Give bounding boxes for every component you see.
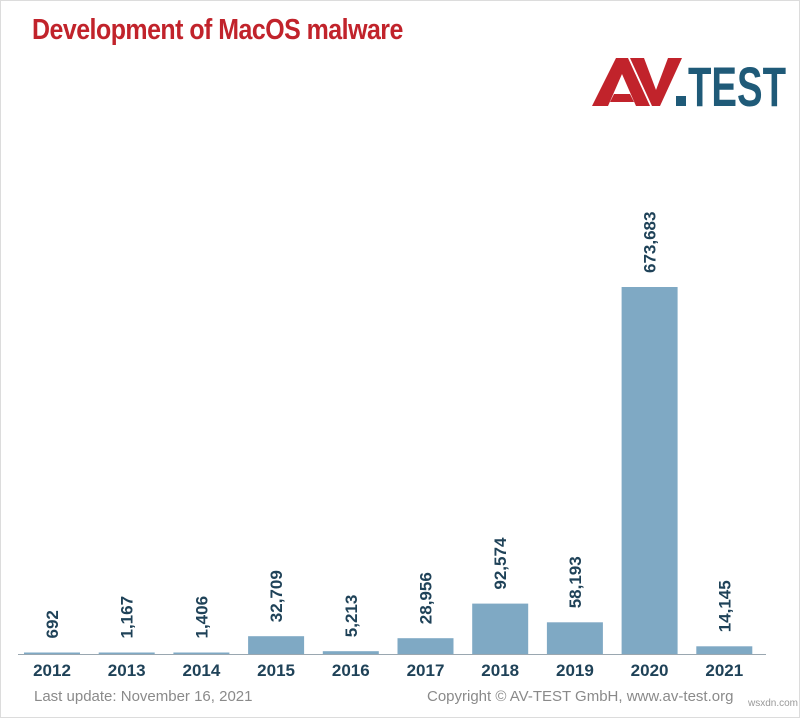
av-test-logo-mark: TEST <box>592 56 786 108</box>
value-label-2014: 1,406 <box>192 596 211 639</box>
bars-layer <box>24 287 753 654</box>
bar-2015 <box>248 636 305 654</box>
x-tick-labels-layer: 2012 2013 2014 2015 2016 2017 2018 2019 2020 2021 <box>33 661 743 680</box>
x-tick-label-2014: 2014 <box>182 661 220 680</box>
svg-text:TEST: TEST <box>688 56 786 108</box>
value-label-2016: 5,213 <box>342 595 361 638</box>
value-labels-layer: 692 1,167 1,406 32,709 5,213 28,956 92,574 58,1… <box>43 212 734 639</box>
x-tick-label-2018: 2018 <box>481 661 519 680</box>
x-tick-label-2020: 2020 <box>631 661 669 680</box>
bar-2012 <box>24 652 80 654</box>
av-test-logo: TEST <box>592 56 786 108</box>
bar-2013 <box>98 652 155 654</box>
value-label-2020: 673,683 <box>641 212 660 273</box>
value-label-2017: 28,956 <box>417 572 436 624</box>
copyright-text: Copyright © AV-TEST GmbH, www.av-test.or… <box>427 688 734 705</box>
x-tick-label-2019: 2019 <box>556 661 594 680</box>
x-tick-label-2017: 2017 <box>407 661 445 680</box>
bar-2021 <box>696 646 753 654</box>
value-label-2018: 92,574 <box>491 537 510 590</box>
x-tick-label-2016: 2016 <box>332 661 370 680</box>
x-tick-label-2013: 2013 <box>108 661 146 680</box>
value-label-2019: 58,193 <box>566 556 585 608</box>
last-update-text: Last update: November 16, 2021 <box>34 688 253 705</box>
value-label-2021: 14,145 <box>715 580 734 632</box>
bar-2018 <box>472 603 529 654</box>
x-tick-label-2012: 2012 <box>33 661 71 680</box>
bar-2019 <box>546 622 603 654</box>
bar-2020 <box>621 287 678 654</box>
value-label-2015: 32,709 <box>267 570 286 622</box>
watermark-text: wsxdn.com <box>748 698 799 709</box>
chart-title: Development of MacOS malware <box>32 14 403 46</box>
bar-2014 <box>173 652 230 654</box>
x-tick-label-2015: 2015 <box>257 661 295 680</box>
bar-2017 <box>397 638 454 654</box>
value-label-2013: 1,167 <box>118 596 137 639</box>
value-label-2012: 692 <box>43 610 62 638</box>
bar-2016 <box>322 651 379 654</box>
x-tick-label-2021: 2021 <box>705 661 743 680</box>
